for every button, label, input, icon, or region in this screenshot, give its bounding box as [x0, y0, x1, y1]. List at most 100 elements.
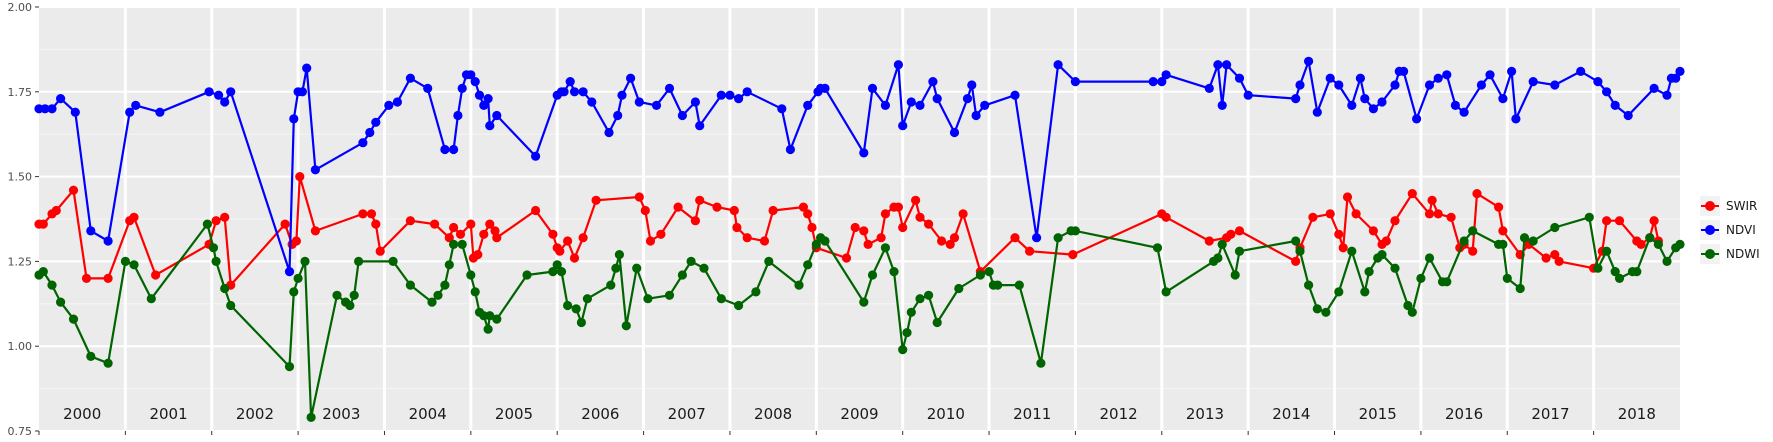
ndwi-point: [867, 270, 878, 280]
swir-point: [841, 253, 852, 263]
ndwi-point: [332, 290, 342, 300]
swir-point: [1010, 233, 1020, 243]
ndwi-point: [1416, 273, 1426, 283]
swir-point: [1494, 202, 1504, 212]
ndwi-point: [103, 358, 113, 368]
ndvi-point: [1528, 77, 1538, 87]
ndvi-point: [371, 117, 381, 127]
ndvi-point: [405, 73, 415, 83]
ndwi-point: [794, 280, 804, 290]
ndwi-point: [306, 412, 316, 422]
ndwi-point: [1614, 273, 1625, 283]
ndwi-point: [293, 273, 303, 283]
y-tick-label: 1.50: [8, 171, 33, 184]
ndvi-point: [695, 121, 705, 131]
year-label: 2000: [63, 405, 101, 423]
swir-point: [1407, 189, 1417, 199]
ndwi-point: [300, 256, 310, 266]
ndvi-point: [1243, 90, 1253, 100]
ndwi-point: [576, 317, 587, 328]
ndvi-point: [1032, 233, 1042, 243]
swir-point: [690, 216, 701, 226]
swir-point: [1068, 250, 1078, 260]
ndwi-point: [677, 270, 688, 280]
ndvi-point: [565, 77, 575, 87]
ndwi-point: [1662, 256, 1672, 266]
ndwi-point: [457, 239, 467, 249]
ndvi-point: [1291, 94, 1301, 104]
ndvi-point: [664, 83, 675, 93]
ndvi-point: [1550, 80, 1560, 90]
ndwi-point: [643, 294, 653, 304]
ndvi-point: [1450, 100, 1460, 110]
swir-point: [807, 222, 817, 233]
swir-point: [555, 246, 565, 256]
legend-label: SWIR: [1726, 199, 1757, 213]
year-label: 2007: [668, 405, 706, 423]
ndvi-point: [1576, 66, 1586, 76]
ndvi-point: [617, 90, 627, 100]
ndwi-point: [1653, 239, 1663, 249]
swir-point: [1204, 236, 1214, 246]
swir-point: [1334, 229, 1344, 239]
year-label: 2014: [1272, 405, 1310, 423]
swir-point: [151, 270, 161, 280]
ndwi-point: [611, 263, 621, 273]
swir-point: [371, 219, 381, 229]
ndvi-point: [1213, 60, 1223, 70]
swir-point: [1446, 212, 1456, 222]
ndvi-point: [1377, 97, 1387, 107]
ndwi-point: [1217, 239, 1227, 249]
ndvi-point: [220, 97, 230, 107]
ndvi-point: [716, 90, 726, 100]
swir-point: [375, 246, 385, 256]
swir-point: [768, 205, 778, 216]
swir-point: [295, 172, 305, 182]
ndwi-point: [1442, 277, 1452, 287]
swir-point: [1025, 246, 1035, 256]
ndwi-point: [571, 304, 581, 314]
ndvi-point: [1433, 73, 1443, 83]
swir-point: [1390, 216, 1400, 226]
ndvi-point: [634, 97, 644, 107]
ndwi-point: [1161, 287, 1171, 297]
ndvi-point: [1649, 83, 1659, 93]
ndwi-point: [444, 260, 454, 270]
ndwi-point: [582, 294, 593, 304]
swir-point: [81, 273, 92, 283]
swir-point: [1234, 226, 1245, 236]
swir-point: [1338, 243, 1348, 253]
ndvi-point: [1222, 60, 1232, 70]
ndwi-point: [906, 307, 916, 317]
ndvi-point: [384, 100, 394, 110]
ndvi-point: [453, 110, 463, 121]
ndwi-point: [492, 314, 502, 324]
ndvi-point: [962, 94, 973, 104]
ndvi-point: [928, 77, 938, 87]
swir-point: [1161, 212, 1171, 222]
year-label: 2009: [840, 405, 878, 423]
year-label: 2010: [927, 405, 965, 423]
year-label: 2017: [1531, 405, 1569, 423]
swir-point: [563, 236, 573, 246]
swir-point: [211, 216, 221, 226]
swir-point: [466, 219, 476, 229]
ndvi-point: [40, 104, 50, 114]
ndvi-point: [284, 267, 295, 277]
swir-point: [1342, 192, 1353, 202]
ndwi-point: [433, 290, 443, 300]
ndwi-point: [902, 328, 912, 338]
y-tick-label: 1.75: [8, 86, 33, 99]
legend-item-swir: SWIR: [1700, 196, 1757, 216]
ndvi-point: [1157, 77, 1167, 87]
ndwi-point: [632, 263, 642, 273]
ndwi-point: [470, 287, 480, 297]
ndwi-point: [120, 256, 130, 266]
ndwi-point: [1321, 307, 1331, 317]
ndwi-point: [345, 300, 355, 311]
ndwi-point: [1291, 236, 1301, 246]
swir-point: [729, 205, 739, 216]
swir-point: [129, 212, 139, 222]
y-tick-label: 0.75: [8, 425, 33, 438]
swir-point: [958, 209, 968, 219]
